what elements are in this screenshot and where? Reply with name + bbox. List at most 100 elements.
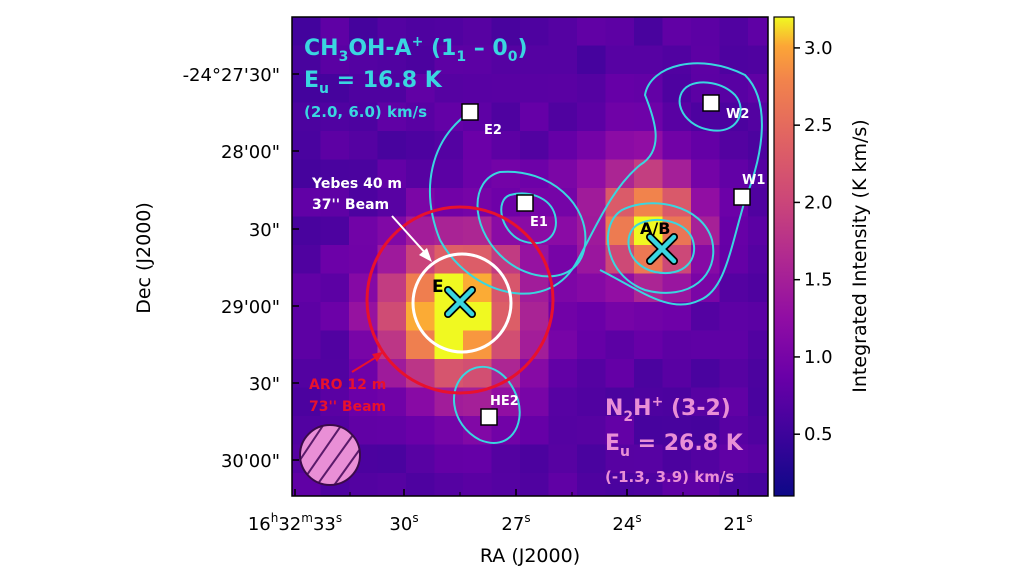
- heatmap-cell: [605, 74, 635, 104]
- colorbar-tick-label: 3.0: [804, 38, 833, 59]
- heatmap-cell: [491, 473, 521, 496]
- heatmap-cell: [292, 273, 322, 303]
- heatmap-cell: [548, 416, 578, 446]
- heatmap-cell: [520, 45, 550, 75]
- heatmap-cell: [605, 45, 635, 75]
- colorbar-tick-label: 1.5: [804, 270, 833, 291]
- heatmap-cell: [406, 45, 436, 75]
- x-axis-label: RA (J2000): [480, 545, 580, 567]
- heatmap-cell: [548, 102, 578, 132]
- heatmap-cell: [719, 359, 749, 389]
- heatmap-cell: [406, 17, 436, 47]
- heatmap-cell: [634, 359, 664, 389]
- contour-he2: [453, 365, 521, 444]
- heatmap-cell: [634, 473, 664, 496]
- intensity-map: [292, 17, 768, 496]
- heatmap-cell: [520, 444, 550, 474]
- heatmap-cell: [406, 330, 436, 360]
- heatmap-cell: [662, 416, 692, 446]
- heatmap-cell: [520, 416, 550, 446]
- heatmap-cell: [662, 302, 692, 332]
- heatmap-cell: [377, 387, 407, 417]
- heatmap-cell: [463, 74, 493, 104]
- heatmap-cell: [634, 131, 664, 161]
- heatmap-cell: [349, 159, 379, 189]
- heatmap-cell: [377, 131, 407, 161]
- heatmap-cell: [320, 302, 350, 332]
- marker-w1: [733, 188, 751, 206]
- svg-text:24s: 24s: [612, 511, 641, 535]
- heatmap-cell: [548, 216, 578, 246]
- marker-e-x: [444, 286, 476, 318]
- label-e1: E1: [530, 215, 548, 230]
- colorbar-tick-label: 1.0: [804, 347, 833, 368]
- heatmap-cell: [577, 131, 607, 161]
- map-velocity: (-1.3, 3.9) km/s: [605, 468, 734, 486]
- heatmap-cell: [691, 359, 721, 389]
- heatmap-cell: [577, 416, 607, 446]
- x-axis: 16h32m33s 30s 27s 24s 21s: [248, 489, 753, 535]
- heatmap-cell: [349, 131, 379, 161]
- heatmap-cell: [662, 359, 692, 389]
- contour-ab-outer: [606, 202, 715, 294]
- heatmap-cell: [548, 359, 578, 389]
- heatmap-cell: [662, 473, 692, 496]
- heatmap-cell: [548, 444, 578, 474]
- title-block: CH3OH-A+ (11 – 00) Eu = 16.8 K (2.0, 6.0…: [304, 34, 528, 121]
- heatmap-cell: [377, 473, 407, 496]
- heatmap-cell: [691, 416, 721, 446]
- heatmap-cell: [292, 188, 322, 218]
- heatmap-cell: [491, 131, 521, 161]
- heatmap-cell: [349, 188, 379, 218]
- heatmap-cell: [662, 102, 692, 132]
- heatmap-cell: [748, 102, 768, 132]
- heatmap-cell: [662, 387, 692, 417]
- y-tick-1: 28'00": [221, 142, 280, 163]
- x-tick-3: 24s: [612, 489, 642, 535]
- heatmap-cell: [520, 302, 550, 332]
- heatmap-cell: [520, 131, 550, 161]
- heatmap-cell: [748, 17, 768, 47]
- heatmap-cell: [662, 131, 692, 161]
- heatmap-cell: [491, 444, 521, 474]
- svg-text:30s: 30s: [389, 511, 418, 535]
- heatmap-cell: [292, 216, 322, 246]
- label-he2: HE2: [490, 394, 519, 409]
- heatmap-cell: [406, 444, 436, 474]
- heatmap-cell: [605, 17, 635, 47]
- heatmap-cell: [292, 102, 322, 132]
- heatmap-cell: [577, 302, 607, 332]
- colorbar-ticks: 0.5 1.0 1.5 2.0 2.5 3.0: [794, 38, 833, 445]
- heatmap-cell: [577, 473, 607, 496]
- contour-outer-east: [429, 62, 763, 306]
- heatmap-cell: [634, 45, 664, 75]
- heatmap-cell: [406, 302, 436, 332]
- heatmap-cell: [292, 387, 322, 417]
- heatmap-cell: [662, 159, 692, 189]
- heatmap-cell: [377, 17, 407, 47]
- heatmap-cell: [748, 45, 768, 75]
- heatmap-cell: [463, 473, 493, 496]
- heatmap-cell: [320, 45, 350, 75]
- marker-ab-x: [646, 233, 678, 265]
- x-tick-0: 16h32m33s: [248, 489, 342, 535]
- heatmap-cell: [520, 102, 550, 132]
- heatmap-cell: [463, 17, 493, 47]
- heatmap-cell: [434, 17, 464, 47]
- heatmap-cell: [406, 74, 436, 104]
- heatmap-cell: [548, 131, 578, 161]
- heatmap-cell: [634, 17, 664, 47]
- x-tick-2: 27s: [501, 489, 531, 535]
- heatmap-cell: [406, 131, 436, 161]
- heatmap-cell: [634, 444, 664, 474]
- contour-e1-inner: [500, 192, 557, 245]
- heatmap-cell: [491, 102, 521, 132]
- heatmap-cell: [320, 359, 350, 389]
- heatmap-cell: [748, 444, 768, 474]
- heatmap-cell: [662, 273, 692, 303]
- heatmap-cell: [463, 216, 493, 246]
- heatmap-cell: [719, 159, 749, 189]
- heatmap-cell: [434, 45, 464, 75]
- heatmap-cell: [748, 159, 768, 189]
